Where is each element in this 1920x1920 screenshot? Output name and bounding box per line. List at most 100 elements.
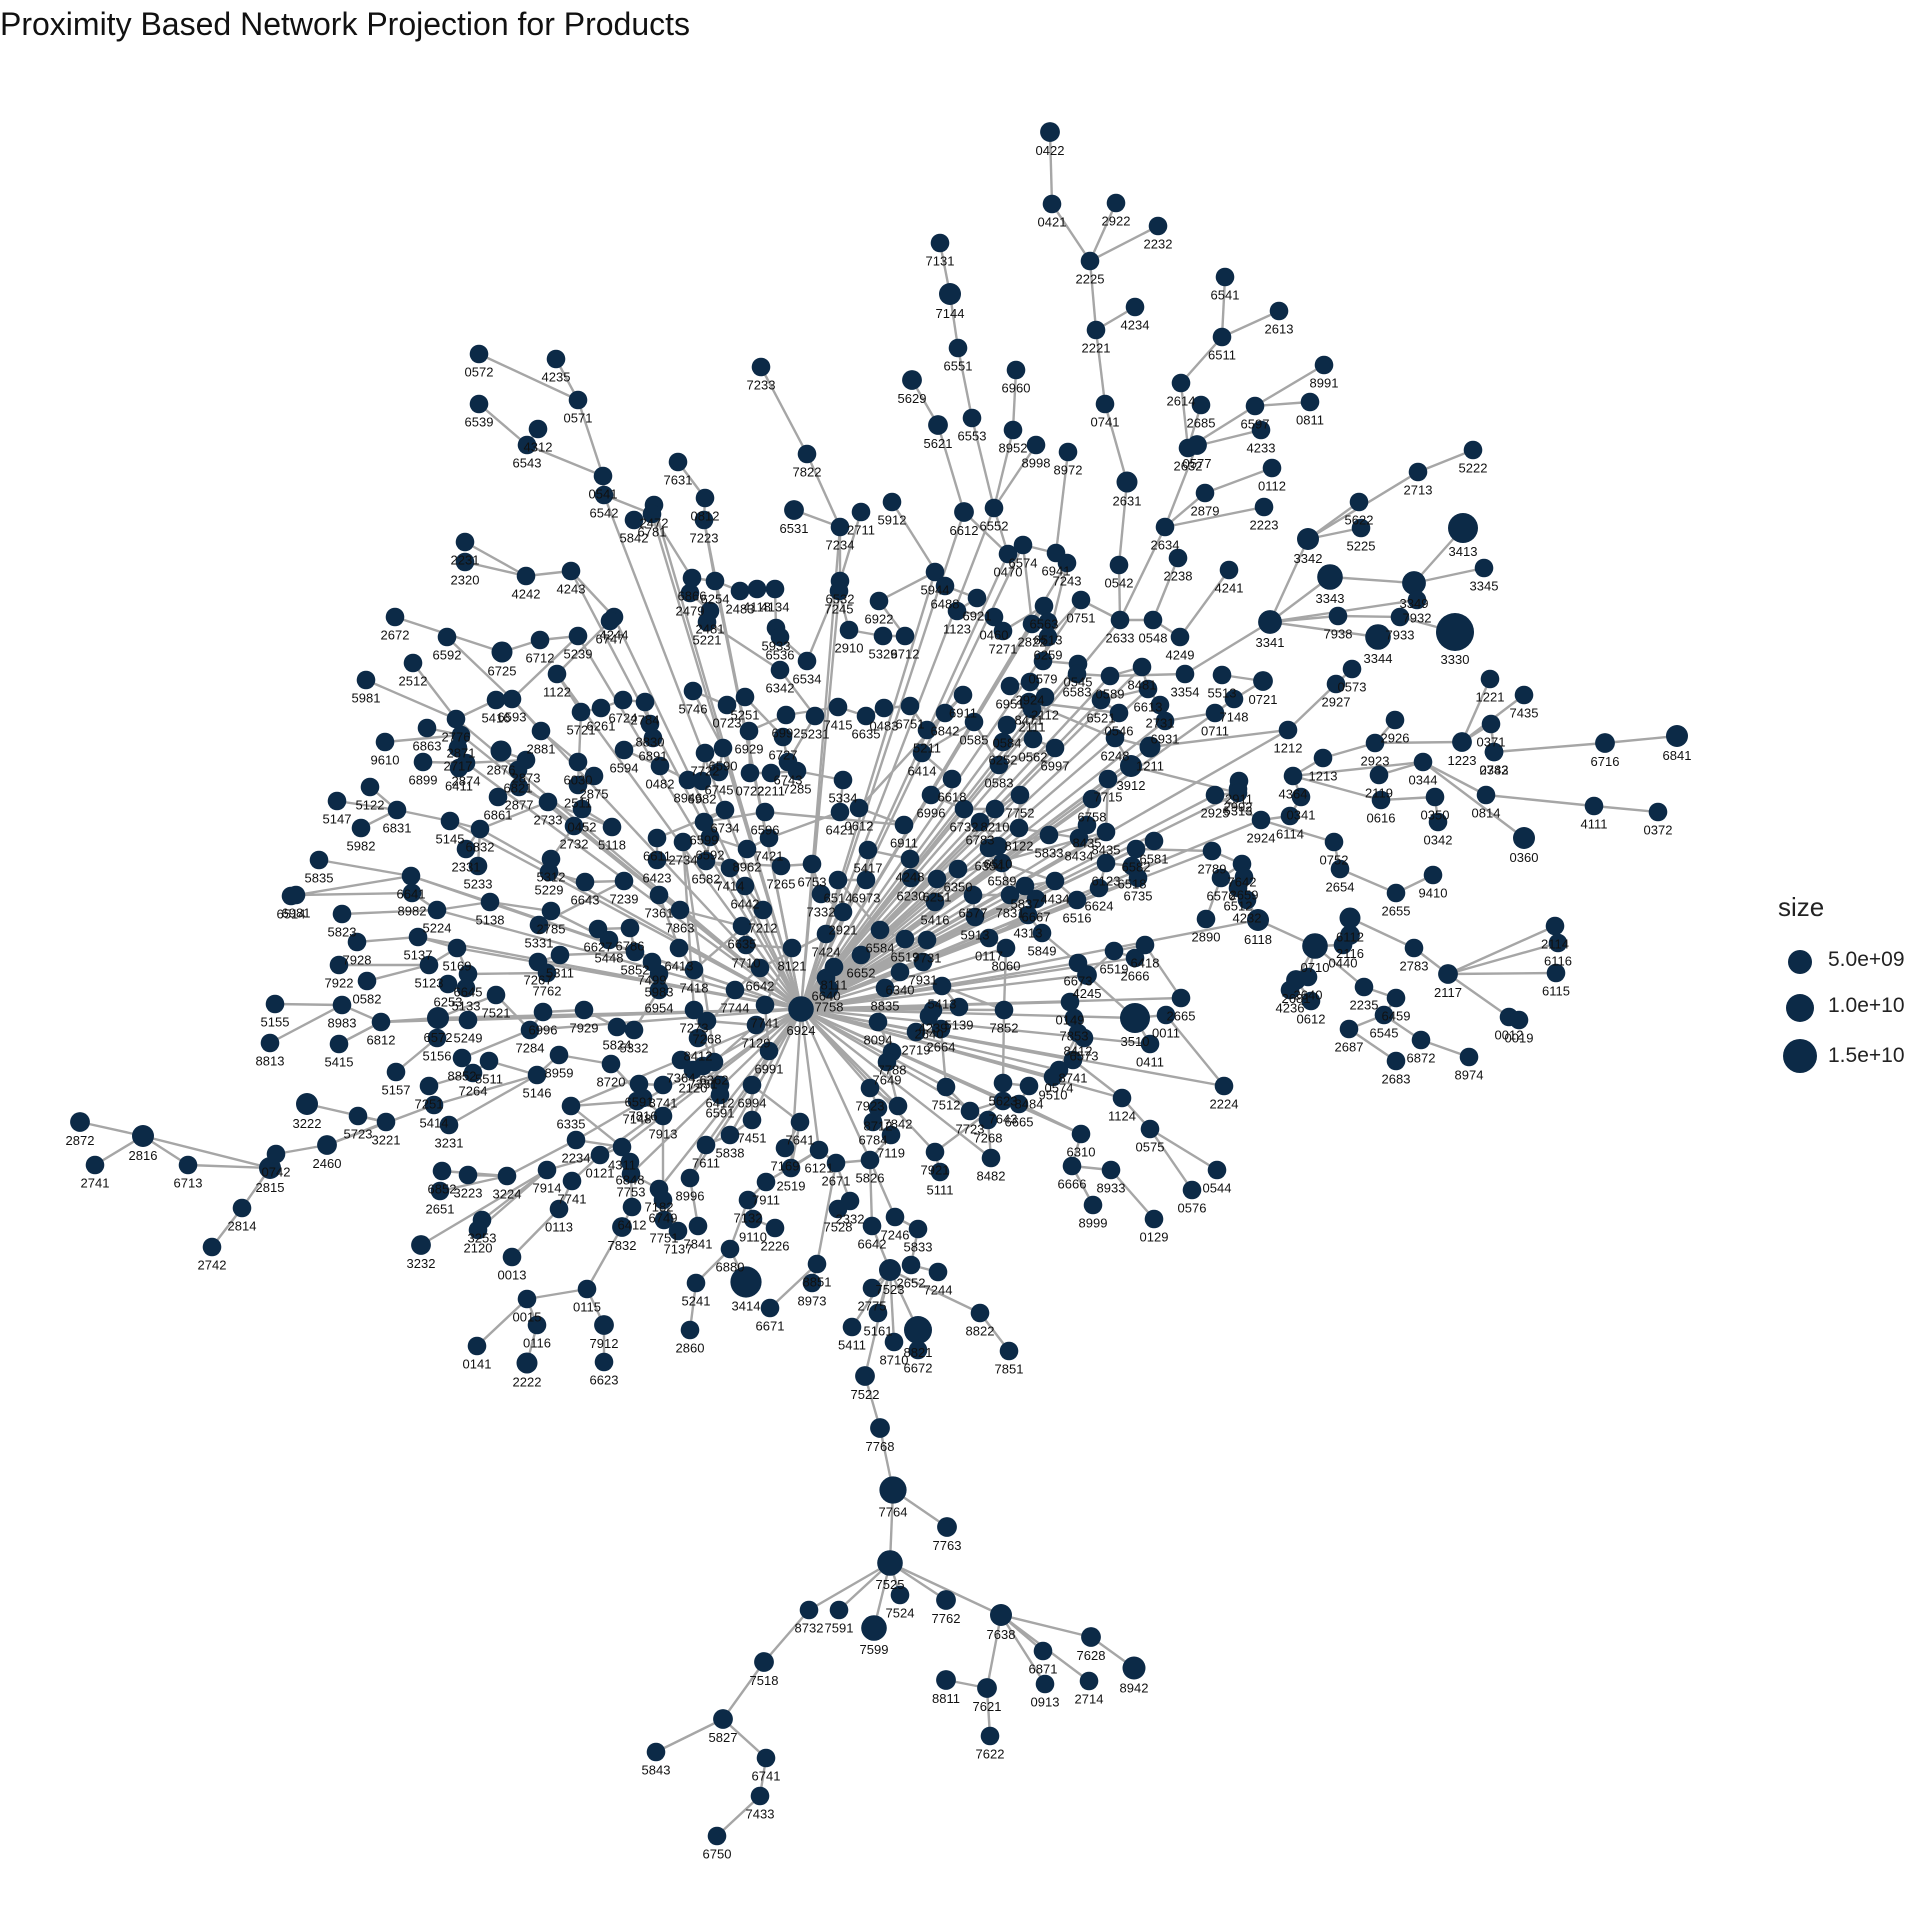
node-label: 0411 — [1136, 1054, 1164, 1069]
node-label: 2221 — [1082, 340, 1111, 355]
network-edge — [1180, 336, 1223, 384]
network-node — [755, 802, 775, 822]
node-label: 0121 — [586, 1165, 615, 1180]
node-label: 7418 — [680, 980, 709, 995]
network-edge — [356, 935, 419, 944]
network-edge — [187, 1163, 271, 1170]
node-label: 5147 — [323, 811, 352, 826]
node-label: 6542 — [590, 505, 619, 520]
network-edge — [1118, 526, 1167, 621]
node-label: 0721 — [1249, 692, 1278, 707]
network-node — [725, 980, 745, 1000]
network-node — [1140, 1034, 1160, 1054]
network-node — [960, 1101, 980, 1121]
node-label: 4239 — [919, 1020, 948, 1035]
node-label: 3221 — [372, 1132, 401, 1147]
node-label: 6340 — [886, 982, 915, 997]
node-label: 2631 — [1113, 494, 1142, 509]
node-label: 5849 — [1028, 943, 1057, 958]
network-node — [456, 978, 476, 998]
network-node — [427, 1028, 447, 1048]
network-node — [1155, 711, 1175, 731]
node-label: 8972 — [1054, 462, 1083, 477]
node-label: 2479 — [676, 603, 705, 618]
node-label: 2512 — [399, 673, 428, 688]
network-node — [413, 752, 433, 772]
node-label: 6551 — [944, 358, 973, 373]
network-node — [742, 1110, 762, 1130]
network-node — [984, 607, 1004, 627]
node-label: 7137 — [664, 1241, 693, 1256]
node-label: 7753 — [617, 1184, 646, 1199]
network-node — [1386, 988, 1406, 1008]
node-label: 6531 — [780, 521, 809, 536]
node-label: 8060 — [992, 958, 1021, 973]
node-label: 7264 — [459, 1083, 488, 1098]
network-node — [849, 798, 869, 818]
network-node — [650, 756, 670, 776]
node-label: 8121 — [778, 958, 807, 973]
node-label: 7212 — [749, 920, 778, 935]
network-node — [754, 1652, 774, 1672]
node-label: 2614 — [1167, 393, 1196, 408]
network-node — [1067, 890, 1087, 910]
node-label: 6672 — [904, 1360, 933, 1375]
node-label: 2733 — [534, 812, 563, 827]
network-edge — [526, 443, 604, 478]
network-node — [928, 415, 948, 435]
network-node — [993, 732, 1013, 752]
network-node — [1245, 396, 1265, 416]
network-node — [642, 504, 662, 524]
network-node — [516, 566, 536, 586]
network-node — [773, 727, 793, 747]
network-edge — [808, 1561, 891, 1612]
network-node — [1126, 839, 1146, 859]
node-label: 2655 — [1382, 903, 1411, 918]
network-node — [829, 581, 849, 601]
node-label: 5912 — [878, 512, 907, 527]
node-label: 4249 — [1166, 647, 1195, 662]
node-label: 3413 — [1449, 544, 1478, 559]
network-node — [1116, 471, 1138, 493]
network-node — [992, 853, 1012, 873]
node-label: 2664 — [927, 1039, 956, 1054]
legend-swatch — [1788, 950, 1812, 974]
network-node — [954, 502, 974, 522]
network-node — [643, 728, 663, 748]
network-node — [1474, 558, 1494, 578]
network-node — [646, 1742, 666, 1762]
network-node — [781, 1158, 801, 1178]
node-label: 6594 — [610, 760, 639, 775]
network-node — [360, 777, 380, 797]
network-edge — [599, 1008, 802, 1156]
network-node — [1247, 909, 1269, 931]
network-node — [840, 1191, 860, 1211]
network-node — [824, 957, 844, 977]
node-label: 2860 — [676, 1340, 705, 1355]
node-label: 2672 — [381, 627, 410, 642]
node-label: 6732 — [950, 819, 979, 834]
network-node — [1476, 785, 1496, 805]
node-label: 6611 — [643, 848, 671, 863]
node-label: 1213 — [1309, 768, 1338, 783]
network-edge — [652, 504, 803, 1010]
network-node — [680, 583, 700, 603]
node-label: 7285 — [783, 781, 812, 796]
node-layer — [70, 122, 1688, 1846]
network-node — [1365, 733, 1385, 753]
node-label: 0571 — [564, 410, 593, 425]
node-label: 8481 — [1128, 677, 1157, 692]
network-node — [927, 869, 947, 889]
network-node — [1286, 970, 1306, 990]
node-label: 6982 — [688, 791, 717, 806]
node-label: 8852 — [448, 1068, 477, 1083]
network-node — [694, 510, 714, 530]
network-node — [332, 904, 352, 924]
network-node — [1326, 674, 1346, 694]
network-node — [470, 819, 490, 839]
network-edge — [1413, 566, 1485, 585]
node-label: 0741 — [1091, 414, 1120, 429]
node-label: 3232 — [407, 1256, 436, 1271]
network-node — [468, 856, 488, 876]
node-label: 7853 — [1060, 1028, 1089, 1043]
